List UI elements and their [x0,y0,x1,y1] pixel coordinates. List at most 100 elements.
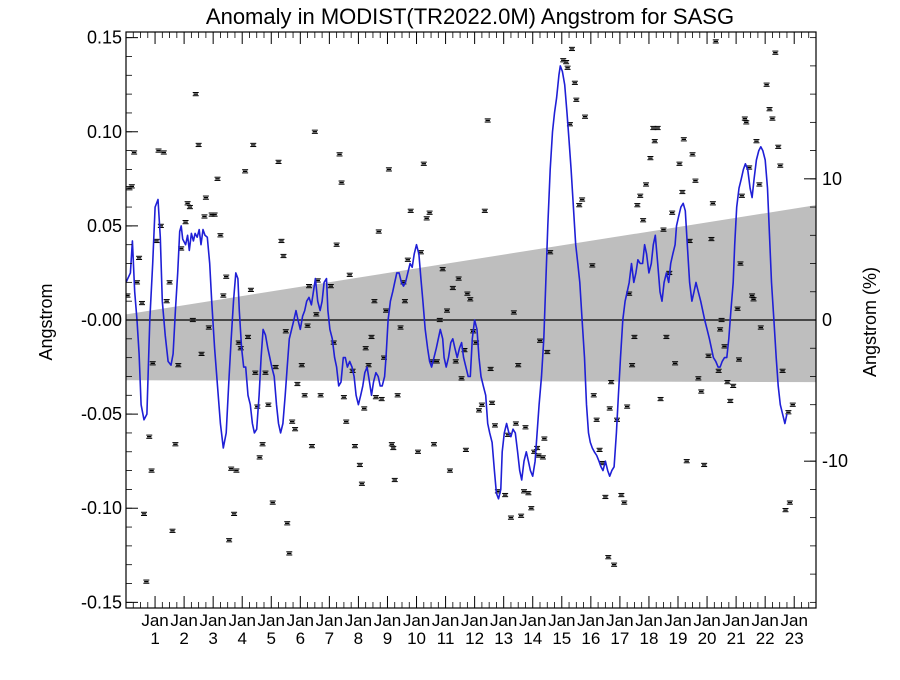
data-point [756,182,763,187]
data-point [330,340,337,345]
x-tick-month-label: Jan [519,611,546,630]
x-tick-year-label: 20 [698,629,717,648]
y2-tick-label: -10 [822,451,848,471]
data-point [336,152,343,157]
y2-tick-label: 10 [822,169,842,189]
data-point [141,511,148,516]
data-point [371,299,378,304]
data-point [657,396,664,402]
data-point [289,419,296,424]
x-tick-year-label: 18 [639,629,658,648]
data-point [446,468,453,473]
data-point [265,402,272,407]
data-point [455,276,462,281]
data-point [624,404,631,409]
data-point [660,227,667,232]
data-point [186,204,193,210]
x-tick-month-label: Jan [432,611,459,630]
data-point [407,208,414,213]
data-point [390,445,397,451]
data-point [351,444,358,449]
y-tick-label: 0.10 [87,122,122,142]
data-point [605,555,612,560]
data-point [515,363,522,368]
x-tick-month-label: Jan [490,611,517,630]
data-point [195,142,202,148]
data-point [340,395,347,400]
data-point [606,406,613,411]
data-point [420,161,427,166]
x-tick-month-label: Jan [693,611,720,630]
data-point [489,400,496,405]
data-point [629,363,636,368]
data-point [346,272,353,277]
data-point [201,214,208,219]
data-point [734,306,741,311]
data-point [282,329,289,334]
data-point [338,180,345,185]
data-point [763,82,770,87]
data-point [189,317,196,323]
x-tick-month-label: Jan [722,611,749,630]
data-point [242,169,249,174]
data-point [250,142,257,148]
data-point [292,427,299,432]
data-point [226,538,233,543]
x-tick-year-label: 8 [354,629,363,648]
y-tick-label: 0.05 [87,216,122,236]
data-point [727,398,734,404]
data-point [571,80,578,85]
data-point [252,370,259,375]
data-point [301,393,308,398]
data-point [217,233,224,238]
x-tick-month-label: Jan [258,611,285,630]
y-axis-label: Angstrom [36,283,56,360]
data-point [528,506,535,511]
data-point [510,310,517,315]
x-tick-month-label: Jan [374,611,401,630]
data-point [394,393,401,398]
data-point [308,444,315,449]
data-point [391,477,398,483]
series-line [126,65,788,500]
data-point [663,334,670,340]
data-point [233,468,240,473]
data-point [743,120,750,125]
data-point [478,402,485,407]
data-point [621,500,628,505]
data-point [272,364,279,370]
data-point [730,383,737,388]
data-point [467,297,474,302]
data-point [789,402,796,407]
data-point [245,334,252,340]
data-point [169,528,176,533]
data-point [383,308,390,313]
x-tick-year-label: 22 [756,629,775,648]
data-point [579,197,586,202]
data-point [782,508,789,513]
x-tick-year-label: 9 [383,629,392,648]
x-tick-month-label: Jan [635,611,662,630]
data-point [356,462,363,468]
data-point [131,150,138,155]
x-tick-year-label: 12 [465,629,484,648]
x-tick-month-label: Jan [751,611,778,630]
data-point [534,445,541,451]
data-point [143,579,150,584]
data-point [269,500,276,505]
data-point [182,220,189,225]
data-point [426,210,433,215]
x-tick-month-label: Jan [403,611,430,630]
x-tick-year-label: 3 [208,629,217,648]
y-tick-label: 0.15 [87,28,122,48]
data-point [430,442,437,447]
data-point [753,139,760,144]
data-point [701,462,708,468]
x-tick-year-label: 5 [267,629,276,648]
data-point [651,139,658,144]
y2-axis-label: Angstrom (%) [860,267,880,377]
data-point [404,257,411,262]
data-point [634,203,641,208]
x-tick-month-label: Jan [345,611,372,630]
